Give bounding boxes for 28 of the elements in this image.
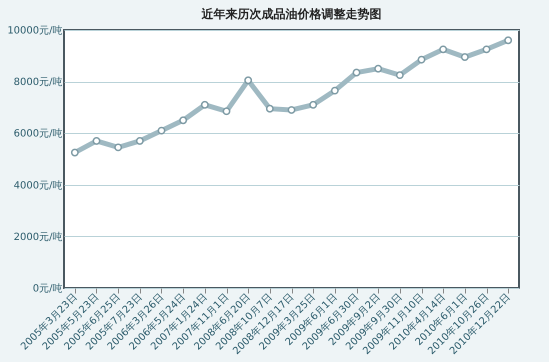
point [504, 36, 512, 44]
point [200, 100, 209, 109]
point [418, 56, 426, 64]
point [439, 45, 448, 54]
chart-title: 近年来历次成品油价格调整走势图 [200, 7, 382, 21]
y-tick-label: 8000元/吨 [14, 76, 62, 88]
y-tick-label: 0元/吨 [32, 282, 62, 294]
y-tick-label: 10000元/吨 [7, 24, 62, 36]
point [460, 53, 469, 61]
y-tick-label: 2000元/吨 [14, 230, 62, 243]
point [374, 64, 382, 73]
point [136, 137, 144, 145]
point [330, 86, 339, 95]
point [482, 45, 490, 54]
point [396, 71, 404, 80]
point [288, 106, 296, 114]
point [244, 76, 252, 84]
point [114, 143, 122, 152]
point [158, 126, 166, 135]
point [179, 116, 188, 124]
point [309, 100, 318, 109]
point [222, 107, 230, 116]
point [266, 104, 274, 113]
y-tick-label: 6000元/吨 [14, 128, 62, 140]
y-tick-label: 4000元/吨 [14, 179, 62, 192]
point [352, 68, 360, 76]
point [92, 137, 100, 145]
point [70, 148, 79, 156]
